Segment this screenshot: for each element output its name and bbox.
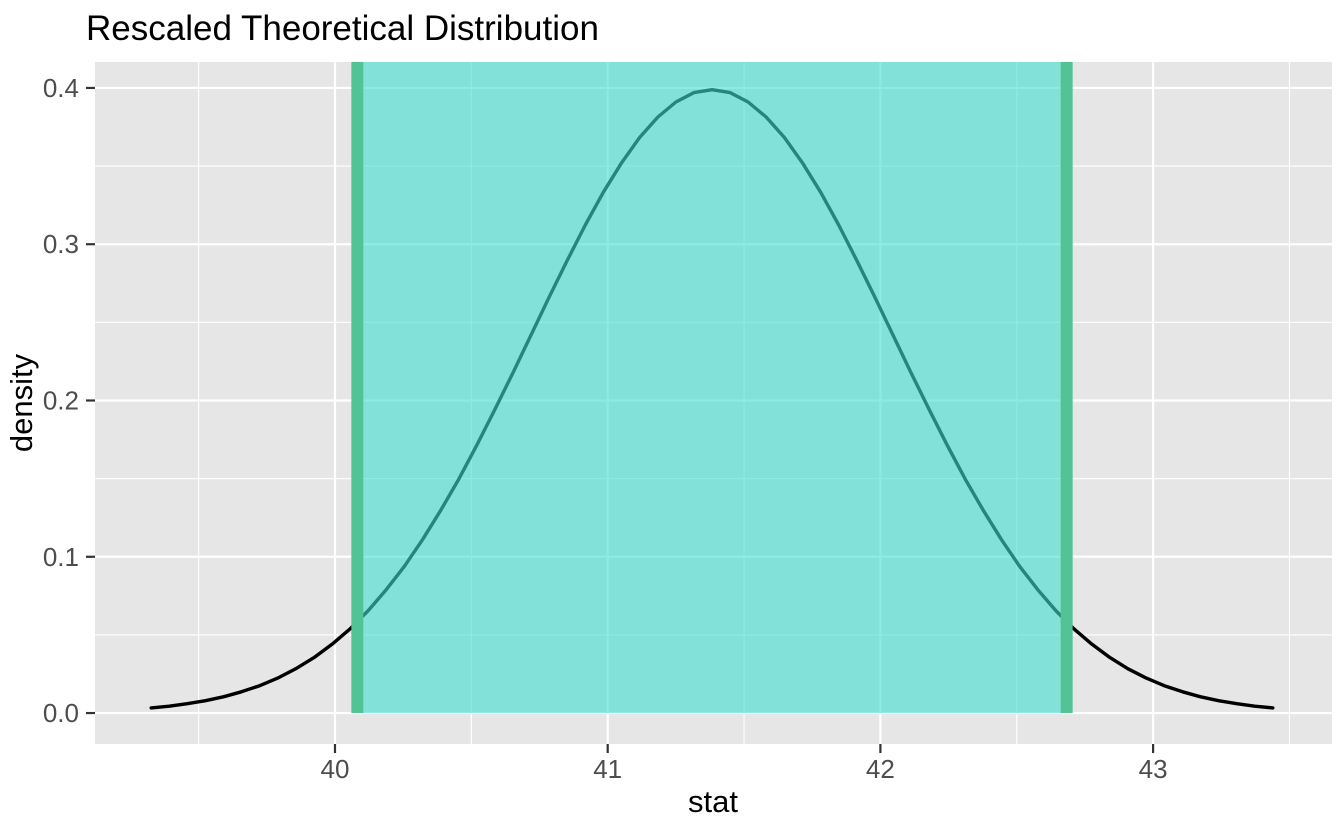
y-axis-title: density: [4, 353, 39, 452]
x-tick-label: 40: [321, 754, 350, 784]
x-axis-title: stat: [688, 784, 738, 819]
data-layer: [149, 62, 1275, 714]
x-tick-label: 41: [593, 754, 622, 784]
y-tick-label: 0.3: [43, 229, 79, 259]
y-tick-label: 0.2: [43, 385, 79, 415]
x-tick-label: 42: [866, 754, 895, 784]
y-tick-label: 0.1: [43, 542, 79, 572]
confidence-interval-shade-region: [357, 62, 1067, 714]
y-tick-label: 0.0: [43, 698, 79, 728]
x-tick-label: 43: [1139, 754, 1168, 784]
axis-layer: 40 41 42 43 0.0 0.1 0.2 0.3 0.4: [43, 73, 1168, 784]
plot-title: Rescaled Theoretical Distribution: [86, 9, 599, 48]
y-tick-label: 0.4: [43, 73, 79, 103]
